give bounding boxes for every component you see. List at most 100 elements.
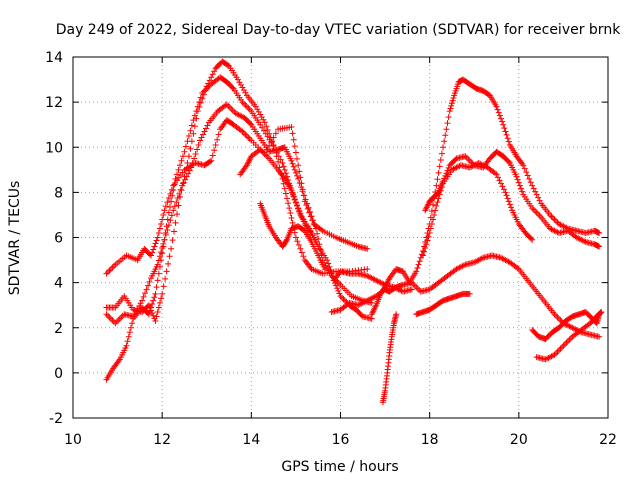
data-point xyxy=(209,152,216,159)
data-point xyxy=(156,225,163,232)
data-point xyxy=(536,212,543,219)
data-point xyxy=(505,158,512,165)
data-point xyxy=(281,166,288,173)
data-point xyxy=(422,245,429,252)
data-point xyxy=(264,126,271,133)
data-point xyxy=(505,138,512,145)
data-point xyxy=(302,196,309,203)
data-point xyxy=(174,211,181,218)
data-point xyxy=(504,135,511,142)
data-point xyxy=(563,339,570,346)
data-point xyxy=(158,220,165,227)
data-point xyxy=(190,117,197,124)
data-point xyxy=(284,195,290,202)
data-point xyxy=(493,103,500,110)
x-tick-label: 20 xyxy=(510,432,528,448)
data-point xyxy=(177,186,184,193)
data-point xyxy=(551,216,558,223)
data-point xyxy=(175,202,182,209)
data-point xyxy=(134,305,141,312)
data-point xyxy=(289,190,296,197)
data-point xyxy=(438,150,445,157)
data-point xyxy=(280,180,287,187)
data-point xyxy=(129,320,136,327)
data-point xyxy=(264,154,271,161)
data-point xyxy=(552,217,559,224)
data-point xyxy=(449,97,456,104)
data-point xyxy=(167,217,174,224)
data-point xyxy=(496,177,503,184)
x-tick-label: 10 xyxy=(64,432,82,448)
data-point xyxy=(154,308,161,315)
data-point xyxy=(286,205,293,212)
data-point xyxy=(462,153,469,160)
data-point xyxy=(498,180,504,187)
data-point xyxy=(200,91,207,98)
data-point xyxy=(204,122,211,129)
data-point xyxy=(301,192,308,199)
data-point xyxy=(438,184,445,191)
data-point xyxy=(245,105,252,112)
data-point xyxy=(434,176,441,183)
data-point xyxy=(298,213,305,220)
data-point xyxy=(184,160,191,167)
data-point xyxy=(289,219,296,226)
data-point xyxy=(555,315,562,322)
data-point xyxy=(240,87,247,94)
data-point xyxy=(466,290,473,297)
y-tick-label: 6 xyxy=(54,231,63,247)
data-point xyxy=(142,290,149,297)
data-point xyxy=(159,250,166,257)
scatter-marks xyxy=(103,58,605,406)
data-point xyxy=(444,120,451,127)
data-point xyxy=(206,77,213,84)
data-point xyxy=(202,87,209,94)
data-point xyxy=(291,196,298,203)
data-point xyxy=(185,132,192,139)
x-axis-label: GPS time / hours xyxy=(281,459,398,475)
data-point xyxy=(554,314,561,321)
data-point xyxy=(281,185,288,192)
data-point xyxy=(188,164,195,171)
data-point xyxy=(162,203,169,210)
data-point xyxy=(413,268,420,275)
data-point xyxy=(381,285,388,292)
data-point xyxy=(504,195,511,202)
data-point xyxy=(191,112,198,119)
data-point xyxy=(264,133,271,140)
data-point xyxy=(160,240,167,247)
data-point xyxy=(566,336,573,343)
data-point xyxy=(170,207,177,214)
series-track-13 xyxy=(413,290,473,318)
data-point xyxy=(169,192,176,199)
data-point xyxy=(285,200,292,207)
data-point xyxy=(176,190,183,197)
data-point xyxy=(257,121,264,128)
data-point xyxy=(300,218,307,225)
data-point xyxy=(164,216,171,223)
data-point xyxy=(295,175,302,182)
data-point xyxy=(425,233,432,240)
x-tick-label: 18 xyxy=(421,432,439,448)
data-point xyxy=(211,147,218,154)
data-point xyxy=(152,240,159,247)
data-point xyxy=(229,84,236,91)
data-point xyxy=(140,293,147,300)
data-point xyxy=(460,262,467,269)
data-point xyxy=(255,108,262,115)
data-point xyxy=(414,285,421,292)
data-point xyxy=(428,220,435,227)
series-track-14 xyxy=(379,311,400,406)
data-point xyxy=(535,194,542,201)
data-point xyxy=(212,141,219,148)
data-point xyxy=(326,263,333,270)
data-point xyxy=(338,294,345,301)
data-point xyxy=(246,106,253,113)
data-point xyxy=(240,100,247,107)
data-point xyxy=(596,229,603,236)
data-point xyxy=(109,264,116,271)
data-point xyxy=(242,89,249,96)
data-point xyxy=(290,163,297,170)
data-point xyxy=(131,310,138,317)
data-point xyxy=(258,148,265,155)
